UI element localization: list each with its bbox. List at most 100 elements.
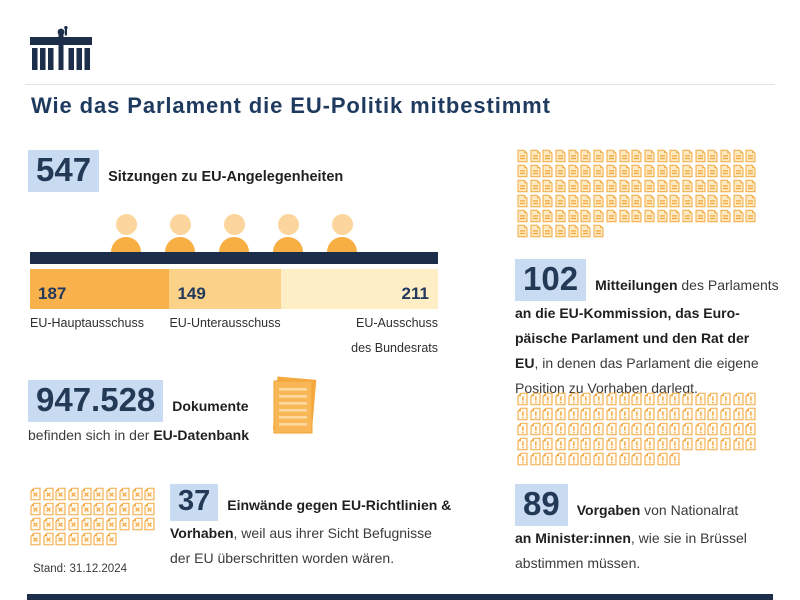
document-lines-icon: [720, 179, 733, 194]
stat-dokumente-text: Dokumente befinden sich in der EU-Datenba…: [28, 398, 249, 443]
document-exclamation-icon: [517, 407, 530, 422]
document-exclamation-icon: [542, 407, 555, 422]
document-lines-icon: [593, 164, 606, 179]
document-exclamation-icon: [644, 407, 657, 422]
document-lines-icon: [644, 164, 657, 179]
document-lines-icon: [555, 194, 568, 209]
document-lines-icon: [568, 209, 581, 224]
document-exclamation-icon: [657, 407, 670, 422]
bar-segment-unterausschuss: 149: [169, 269, 281, 309]
document-lines-icon: [644, 209, 657, 224]
document-lines-icon: [707, 164, 720, 179]
document-exclamation-icon: [542, 422, 555, 437]
document-exclamation-icon: [631, 422, 644, 437]
document-exclamation-icon: [606, 407, 619, 422]
document-x-icon: [81, 517, 94, 532]
stat-vorgaben-text: Vorgaben von Nationalrat an Minister:inne…: [515, 502, 747, 571]
document-lines-icon: [631, 209, 644, 224]
document-lines-icon: [669, 209, 682, 224]
document-lines-icon: [530, 179, 543, 194]
bar-label-bundesrat: EU-Ausschuss des Bundesrats: [351, 316, 438, 355]
document-exclamation-icon: [695, 392, 708, 407]
pictogram-grid-einwaende: [30, 487, 159, 547]
document-lines-icon: [631, 164, 644, 179]
document-exclamation-icon: [530, 452, 543, 467]
document-lines-icon: [619, 164, 632, 179]
document-lines-icon: [720, 164, 733, 179]
document-exclamation-icon: [733, 422, 746, 437]
document-exclamation-icon: [644, 437, 657, 452]
document-exclamation-icon: [542, 452, 555, 467]
document-lines-icon: [619, 209, 632, 224]
document-lines-icon: [568, 224, 581, 239]
document-lines-icon: [644, 194, 657, 209]
document-lines-icon: [657, 209, 670, 224]
document-lines-icon: [720, 194, 733, 209]
document-lines-icon: [542, 179, 555, 194]
document-x-icon: [131, 487, 145, 502]
segment-value: 187: [38, 284, 67, 303]
bar-label-unterausschuss: EU-Unterausschuss: [169, 316, 281, 330]
document-x-icon: [30, 517, 43, 532]
document-lines-icon: [695, 179, 708, 194]
document-lines-icon: [745, 209, 758, 224]
person-icon: [321, 214, 363, 252]
document-exclamation-icon: [568, 392, 581, 407]
document-exclamation-icon: [695, 422, 708, 437]
document-x-icon: [119, 487, 132, 502]
document-lines-icon: [555, 224, 568, 239]
document-lines-icon: [555, 149, 568, 164]
page-title: Wie das Parlament die EU-Politik mitbest…: [31, 93, 551, 118]
document-lines-icon: [669, 149, 682, 164]
document-exclamation-icon: [530, 392, 543, 407]
pictogram-grid-vorgaben: [517, 392, 760, 467]
document-lines-icon: [568, 149, 581, 164]
document-exclamation-icon: [707, 437, 720, 452]
bar-label-bundesrat-line2: des Bundesrats: [351, 341, 438, 355]
document-lines-icon: [707, 149, 720, 164]
document-exclamation-icon: [720, 422, 733, 437]
document-lines-icon: [606, 179, 619, 194]
document-exclamation-icon: [593, 422, 606, 437]
document-lines-icon: [580, 224, 593, 239]
document-exclamation-icon: [631, 452, 644, 467]
bar-labels: EU-Hauptausschuss EU-Unterausschuss EU-A…: [30, 316, 438, 376]
document-lines-icon: [644, 179, 657, 194]
pictogram-grid-mitteilungen: [517, 149, 760, 239]
document-lines-icon: [745, 179, 758, 194]
document-x-icon: [68, 517, 81, 532]
document-exclamation-icon: [517, 452, 530, 467]
document-x-icon: [43, 502, 56, 517]
document-exclamation-icon: [580, 407, 593, 422]
document-x-icon: [106, 502, 119, 517]
document-lines-icon: [517, 149, 530, 164]
document-x-icon: [55, 532, 68, 547]
document-lines-icon: [606, 164, 619, 179]
document-lines-icon: [695, 149, 708, 164]
document-x-icon: [93, 487, 106, 502]
stat-mitteilungen-text: Mitteilungen des Parlaments an die EU-Kom…: [515, 277, 779, 396]
document-lines-icon: [631, 194, 644, 209]
document-exclamation-icon: [606, 437, 619, 452]
document-exclamation-icon: [517, 422, 530, 437]
bar-label-hauptausschuss: EU-Hauptausschuss: [30, 316, 144, 330]
document-exclamation-icon: [631, 392, 644, 407]
document-exclamation-icon: [606, 392, 619, 407]
stat-dokumente: 947.528 Dokumente befinden sich in der EU-…: [28, 380, 278, 448]
document-lines-icon: [707, 179, 720, 194]
document-lines-icon: [542, 164, 555, 179]
document-x-icon: [43, 487, 56, 502]
document-lines-icon: [593, 224, 606, 239]
document-exclamation-icon: [682, 422, 695, 437]
document-exclamation-icon: [593, 407, 606, 422]
document-lines-icon: [669, 194, 682, 209]
document-exclamation-icon: [669, 392, 682, 407]
document-x-icon: [93, 517, 106, 532]
document-lines-icon: [555, 164, 568, 179]
document-exclamation-icon: [682, 407, 695, 422]
segment-value: 211: [401, 284, 429, 303]
bar-segment-bundesrat: 211: [280, 269, 438, 309]
document-lines-icon: [530, 164, 543, 179]
document-lines-icon: [606, 194, 619, 209]
